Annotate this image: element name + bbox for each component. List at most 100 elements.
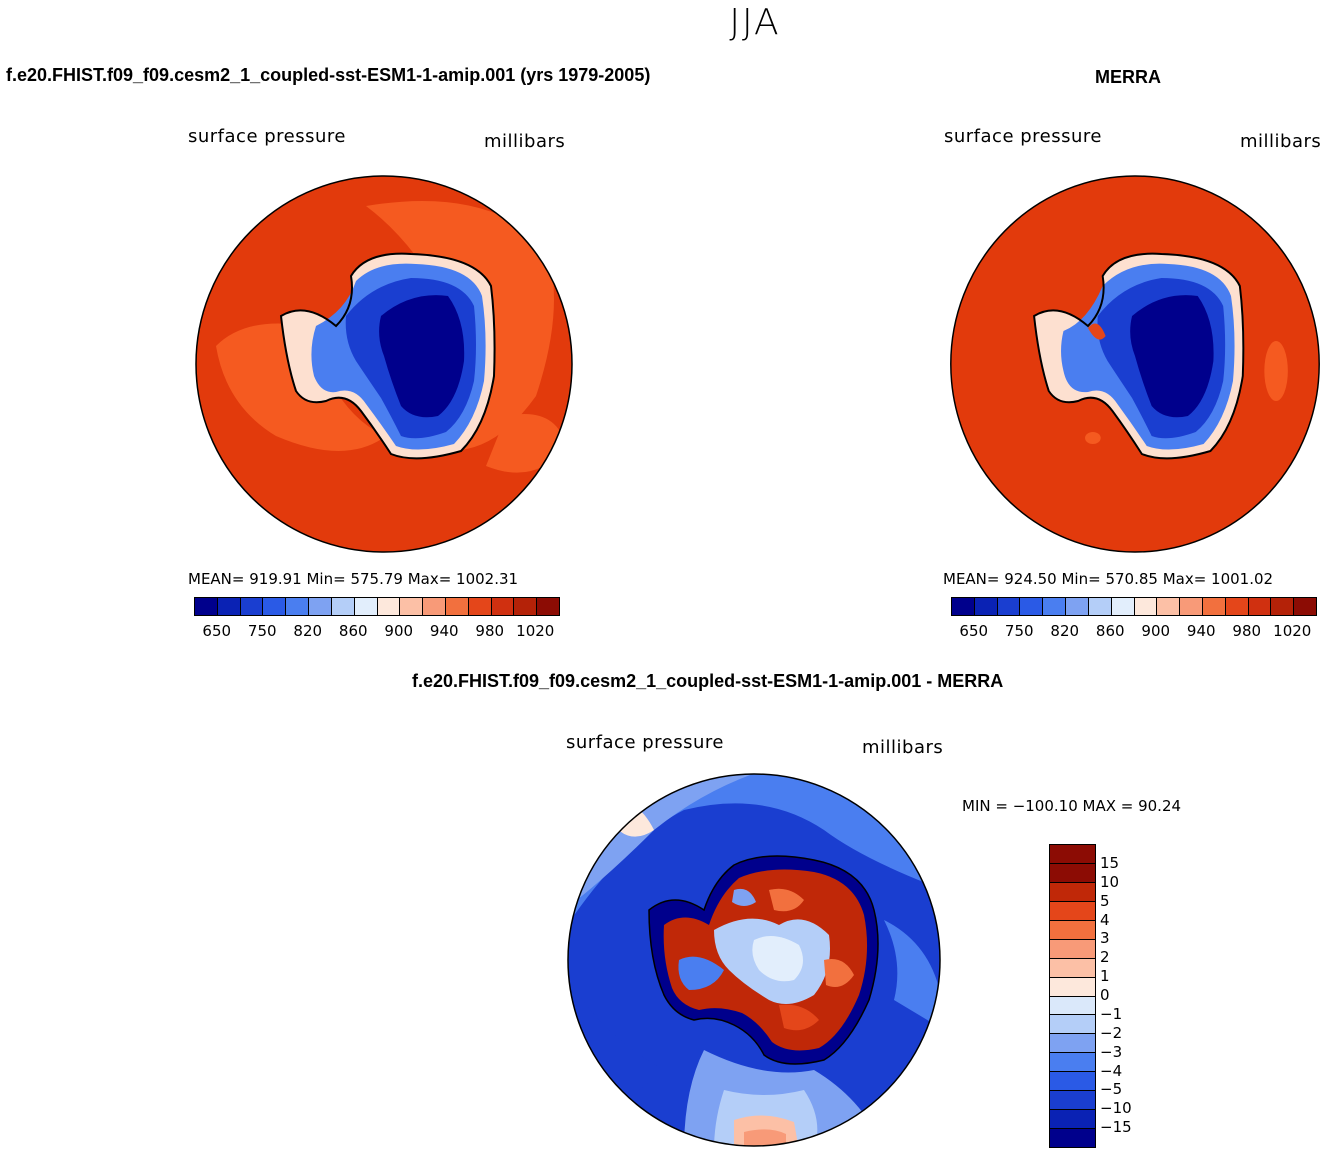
colorbar-swatch <box>1050 1034 1095 1054</box>
colorbar-swatch <box>1050 920 1095 940</box>
diff-minmax: MIN = −100.10 MAX = 90.24 <box>962 797 1182 815</box>
colorbar-tick-label: −10 <box>1100 1099 1132 1118</box>
colorbar-swatch <box>1043 598 1067 615</box>
colorbar-tick-label: 1 <box>1100 967 1110 986</box>
colorbar-swatch <box>423 598 446 615</box>
colorbar-tick-label: 820 <box>1050 622 1080 640</box>
colorbar-tick-label: 900 <box>384 622 414 640</box>
right-stats: MEAN= 924.50 Min= 570.85 Max= 1001.02 <box>943 570 1274 588</box>
colorbar-swatch <box>468 598 492 615</box>
left-variable-label: surface pressure <box>188 126 346 147</box>
colorbar-tick-label: 940 <box>429 622 459 640</box>
diff-polar-map <box>567 773 941 1147</box>
colorbar-tick-label: 750 <box>247 622 277 640</box>
diff-variable-label: surface pressure <box>566 732 724 753</box>
colorbar-swatch <box>1050 1129 1095 1147</box>
colorbar-swatch <box>1050 1110 1095 1130</box>
colorbar-tick-label: 0 <box>1100 986 1110 1004</box>
colorbar-swatch <box>1050 1015 1095 1035</box>
colorbar-tick-label: −1 <box>1100 1004 1123 1023</box>
left-panel-title: f.e20.FHIST.f09_f09.cesm2_1_coupled-sst-… <box>6 65 651 85</box>
colorbar-tick-label: 1020 <box>516 622 555 640</box>
colorbar-swatch <box>1050 1091 1095 1111</box>
colorbar-swatch <box>1050 939 1095 959</box>
colorbar-swatch <box>217 598 241 615</box>
colorbar-tick-label: −3 <box>1100 1042 1123 1061</box>
right-units-label: millibars <box>1240 131 1322 152</box>
colorbar-swatch <box>240 598 264 615</box>
left-colorbar <box>194 597 560 616</box>
colorbar-tick-label: 2 <box>1100 948 1110 967</box>
colorbar-swatch <box>400 598 424 615</box>
colorbar-swatch <box>331 598 355 615</box>
colorbar-swatch <box>1050 977 1095 997</box>
diff-colorbar <box>1049 844 1096 1148</box>
colorbar-swatch <box>1050 845 1095 864</box>
colorbar-tick-label: 900 <box>1141 622 1171 640</box>
colorbar-swatch <box>1202 598 1226 615</box>
diff-units-label: millibars <box>862 737 944 758</box>
colorbar-swatch <box>1050 882 1095 902</box>
colorbar-swatch <box>537 598 559 615</box>
colorbar-tick-label: 10 <box>1100 872 1120 891</box>
colorbar-tick-label: 750 <box>1004 622 1034 640</box>
colorbar-swatch <box>309 598 332 615</box>
colorbar-tick-label: −5 <box>1100 1080 1123 1099</box>
colorbar-tick-label: 15 <box>1100 853 1120 872</box>
colorbar-tick-label: 3 <box>1100 929 1110 948</box>
colorbar-tick-label: 1020 <box>1273 622 1312 640</box>
colorbar-swatch <box>1134 598 1158 615</box>
left-colorbar-ticks: 650 750 820 860 900 940 980 1020 <box>194 622 558 642</box>
colorbar-swatch <box>1271 598 1295 615</box>
colorbar-swatch <box>1157 598 1181 615</box>
colorbar-swatch <box>1248 598 1272 615</box>
colorbar-swatch <box>1050 901 1095 921</box>
right-panel-title: MERRA <box>1095 67 1161 87</box>
right-variable-label: surface pressure <box>944 126 1102 147</box>
colorbar-swatch <box>1050 996 1095 1016</box>
colorbar-tick-label: 650 <box>202 622 232 640</box>
colorbar-swatch <box>1050 1053 1095 1073</box>
colorbar-swatch <box>997 598 1021 615</box>
right-colorbar <box>951 597 1317 616</box>
left-units-label: millibars <box>484 131 566 152</box>
diff-colorbar-ticks: 15 10 5 4 3 2 1 0 −1 −2 −3 −4 −5 −10 −15 <box>1100 844 1160 1146</box>
colorbar-swatch <box>1088 598 1112 615</box>
colorbar-swatch <box>952 598 975 615</box>
right-colorbar-ticks: 650 750 820 860 900 940 980 1020 <box>951 622 1315 642</box>
colorbar-swatch <box>1066 598 1089 615</box>
colorbar-tick-label: 650 <box>959 622 989 640</box>
right-polar-map <box>950 175 1320 553</box>
colorbar-swatch <box>1050 958 1095 978</box>
colorbar-tick-label: 860 <box>338 622 368 640</box>
colorbar-swatch <box>1111 598 1135 615</box>
colorbar-tick-label: 860 <box>1095 622 1125 640</box>
colorbar-tick-label: −4 <box>1100 1061 1123 1080</box>
colorbar-swatch <box>263 598 287 615</box>
colorbar-swatch <box>1050 863 1095 883</box>
colorbar-swatch <box>1294 598 1316 615</box>
colorbar-swatch <box>1180 598 1203 615</box>
colorbar-swatch <box>1225 598 1249 615</box>
colorbar-tick-label: 940 <box>1186 622 1216 640</box>
diff-panel-title: f.e20.FHIST.f09_f09.cesm2_1_coupled-sst-… <box>412 671 1004 691</box>
colorbar-swatch <box>286 598 310 615</box>
main-title: JJA <box>729 2 781 43</box>
colorbar-swatch <box>377 598 401 615</box>
colorbar-swatch <box>514 598 538 615</box>
colorbar-swatch <box>354 598 378 615</box>
colorbar-swatch <box>1020 598 1044 615</box>
colorbar-swatch <box>195 598 218 615</box>
colorbar-swatch <box>974 598 998 615</box>
colorbar-tick-label: 980 <box>475 622 505 640</box>
left-stats: MEAN= 919.91 Min= 575.79 Max= 1002.31 <box>188 570 519 588</box>
colorbar-tick-label: −2 <box>1100 1023 1123 1042</box>
colorbar-tick-label: 980 <box>1232 622 1262 640</box>
colorbar-swatch <box>491 598 515 615</box>
colorbar-tick-label: −15 <box>1100 1118 1132 1137</box>
colorbar-swatch <box>445 598 469 615</box>
colorbar-swatch <box>1050 1072 1095 1092</box>
colorbar-tick-label: 5 <box>1100 891 1110 910</box>
colorbar-tick-label: 4 <box>1100 910 1110 929</box>
left-polar-map <box>195 175 573 553</box>
